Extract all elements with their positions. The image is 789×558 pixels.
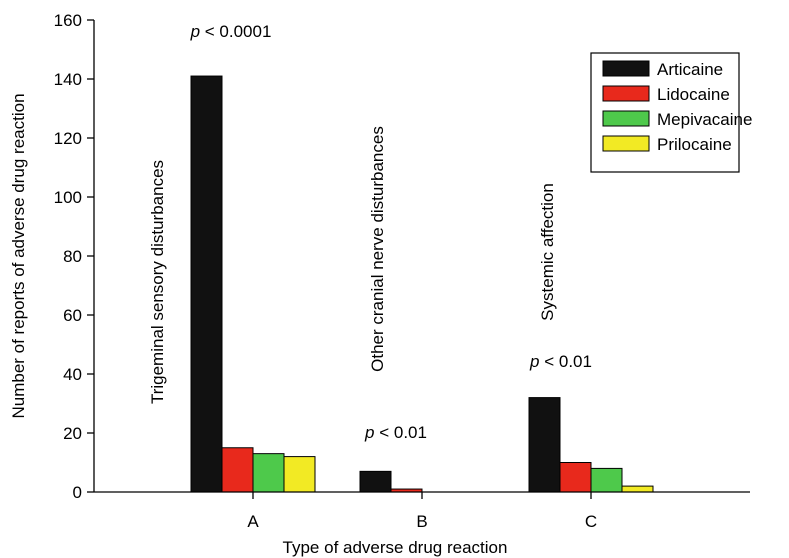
category-description-a: Trigeminal sensory disturbances [148,160,167,404]
x-axis: A B C [94,491,750,531]
y-axis: 0 20 40 60 80 100 120 140 160 [54,11,95,502]
significance-label-a: p < 0.0001 [190,22,272,41]
x-tick-label: A [247,512,259,531]
bar-lidocaine-a [221,447,254,493]
legend: Articaine Lidocaine Mepivacaine Prilocaine [590,52,752,173]
legend-swatch-prilocaine [602,135,650,152]
x-tick-label: C [585,512,597,531]
legend-label-lidocaine: Lidocaine [657,85,730,104]
x-axis-title: Type of adverse drug reaction [283,538,508,557]
bar-articaine-b [359,470,392,493]
legend-label-prilocaine: Prilocaine [657,135,732,154]
bar-prilocaine-c [621,485,654,493]
bar-mepivacaine-a [252,453,285,493]
significance-label-b: p < 0.01 [364,423,427,442]
y-tick-label: 80 [63,247,82,266]
legend-label-mepivacaine: Mepivacaine [657,110,752,129]
y-tick-label: 40 [63,365,82,384]
legend-swatch-mepivacaine [602,110,650,127]
bar-articaine-a [190,75,223,493]
annotations-group: Trigeminal sensory disturbances Other cr… [148,22,592,442]
y-tick-label: 160 [54,11,82,30]
y-tick-label: 120 [54,129,82,148]
bar-lidocaine-c [559,462,592,493]
y-tick-label: 20 [63,424,82,443]
category-description-c: Systemic affection [538,183,557,321]
bar-prilocaine-a [283,456,316,493]
legend-label-articaine: Articaine [657,60,723,79]
y-axis-title: Number of reports of adverse drug reacti… [9,93,28,418]
significance-label-c: p < 0.01 [529,352,592,371]
y-tick-label: 60 [63,306,82,325]
legend-swatch-lidocaine [602,85,650,102]
bars-group [190,75,654,493]
category-description-b: Other cranial nerve disturbances [368,126,387,372]
y-tick-label: 140 [54,70,82,89]
y-tick-label: 100 [54,188,82,207]
bar-mepivacaine-c [590,467,623,493]
legend-swatch-articaine [602,60,650,77]
bar-articaine-c [528,397,561,493]
y-tick-label: 0 [73,483,82,502]
x-tick-label: B [416,512,427,531]
